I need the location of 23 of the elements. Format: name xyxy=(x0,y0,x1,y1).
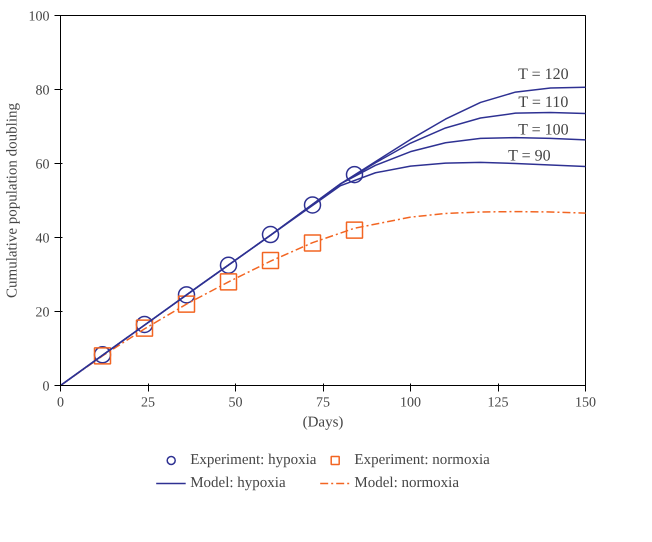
x-tick-label: 75 xyxy=(316,396,330,410)
x-tick-label: 0 xyxy=(57,396,64,410)
x-axis-title: (Days) xyxy=(302,414,344,430)
annotation: T = 90 xyxy=(508,148,551,165)
legend-label: Model: hypoxia xyxy=(190,474,286,492)
y-tick-label: 60 xyxy=(36,158,50,172)
annotation: T = 100 xyxy=(518,122,569,139)
y-tick-label: 0 xyxy=(42,380,50,394)
y-tick-label: 20 xyxy=(36,306,50,320)
x-tick-label: 150 xyxy=(575,396,596,410)
x-tick-label: 25 xyxy=(141,396,155,410)
x-tick-label: 125 xyxy=(488,396,508,410)
y-tick-label: 100 xyxy=(28,10,50,24)
y-tick-label: 80 xyxy=(36,84,50,98)
annotation: T = 120 xyxy=(518,66,569,84)
y-tick-label: 40 xyxy=(36,232,50,246)
legend-label: Experiment: normoxia xyxy=(354,452,490,468)
x-tick-label: 100 xyxy=(400,396,421,410)
annotation: T = 110 xyxy=(518,94,568,111)
x-tick-label: 50 xyxy=(228,396,242,410)
y-axis-title: Cumulative population doubling xyxy=(4,102,20,298)
legend-label: Experiment: hypoxia xyxy=(190,452,316,468)
legend-label: Model: normoxia xyxy=(354,474,459,492)
